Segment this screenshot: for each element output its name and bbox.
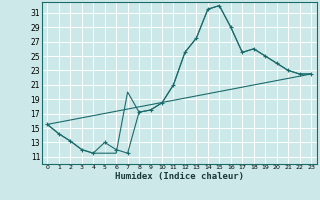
X-axis label: Humidex (Indice chaleur): Humidex (Indice chaleur) <box>115 172 244 181</box>
